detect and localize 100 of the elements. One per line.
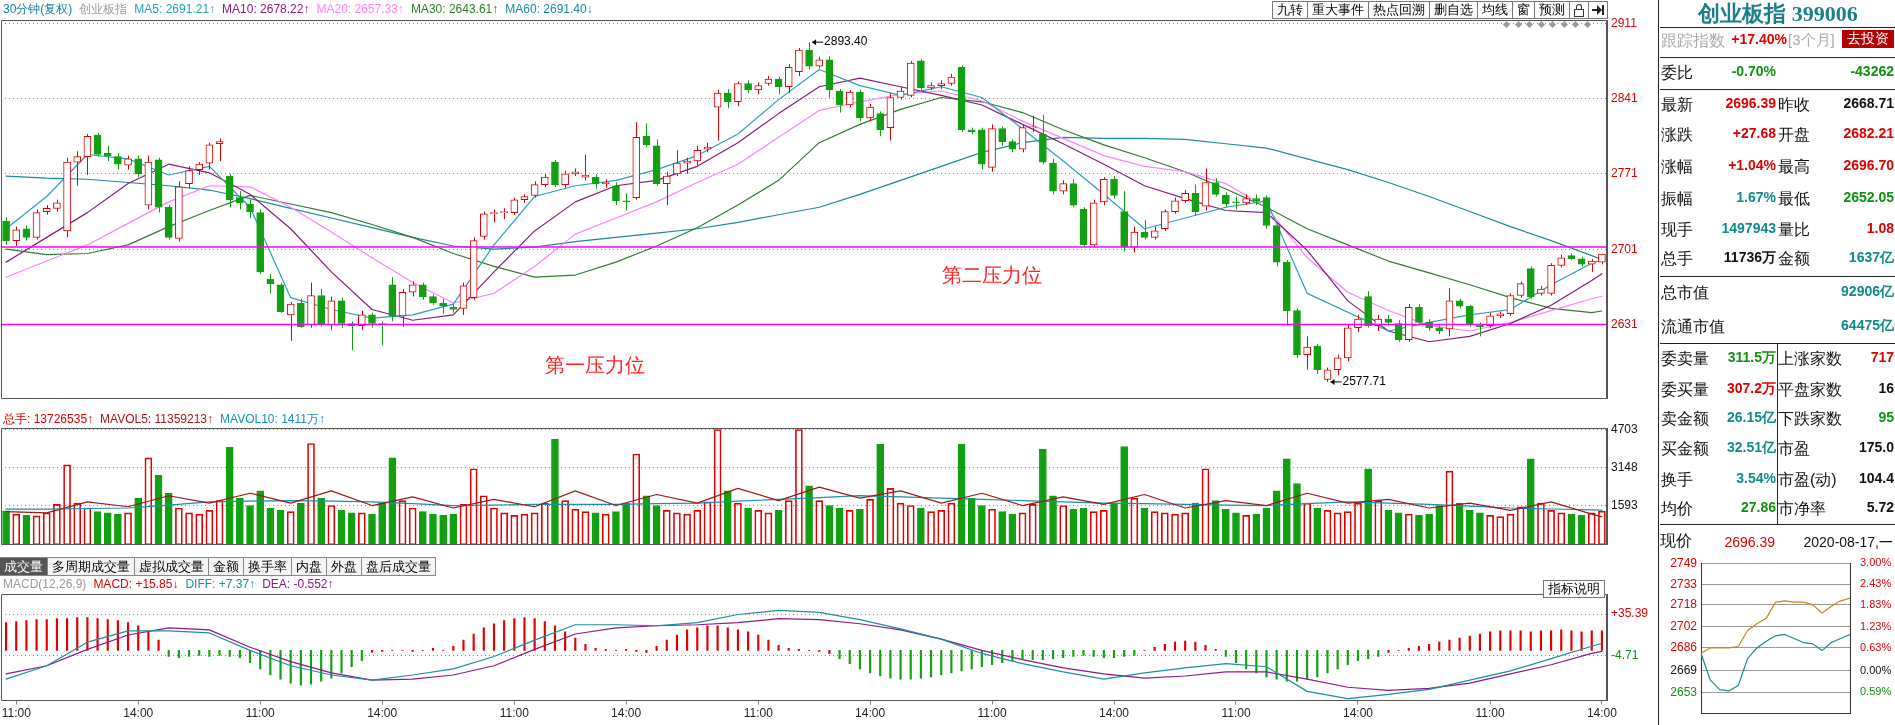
y2-tick-label: 0.63% (1860, 641, 1892, 654)
bar (350, 650, 353, 668)
text: DEA: -0.552↑ (262, 577, 334, 592)
text: +1.04% (1728, 157, 1776, 173)
text: -0.70% (1731, 63, 1776, 79)
text: [3个月] (1788, 31, 1835, 50)
y-tick-label: -4.71 (1611, 647, 1639, 662)
y-tick-label: 2733 (1670, 577, 1698, 592)
candlestick (1313, 343, 1322, 375)
bar (1415, 515, 1423, 545)
x-tick-label: 11:00 (1475, 706, 1505, 721)
candlestick (1110, 175, 1118, 200)
bar (777, 644, 780, 651)
x-tick-label: 11:00 (743, 706, 774, 721)
bar (645, 650, 648, 653)
bar (1041, 650, 1044, 660)
bar (378, 502, 386, 545)
bar (978, 505, 986, 545)
bar (147, 631, 150, 651)
candlestick (876, 110, 885, 137)
candlestick (1465, 304, 1474, 328)
chart-title: 30分钟(复权) (3, 2, 73, 17)
bar (1407, 648, 1410, 651)
bar (1326, 650, 1329, 674)
bar (838, 650, 841, 659)
candlestick (551, 159, 559, 188)
bar (279, 650, 282, 680)
text: 95 (1878, 409, 1894, 425)
text: 委比 (1661, 63, 1693, 83)
bar (622, 502, 630, 545)
text: 16 (1878, 380, 1894, 396)
candlestick (1100, 176, 1108, 206)
text: 717 (1870, 349, 1894, 365)
text: 1.08 (1866, 220, 1894, 236)
bar (1313, 507, 1322, 545)
candlestick (1232, 195, 1240, 210)
bar (716, 625, 719, 651)
bar (726, 627, 729, 651)
bar (370, 650, 374, 653)
candlestick (673, 149, 681, 177)
y2-tick-label: 1.83% (1860, 598, 1892, 611)
bar (876, 443, 885, 545)
bar (1049, 495, 1057, 545)
text: 成交量 (0, 557, 48, 576)
text: MA5: 2691.21↑ (134, 2, 216, 17)
bar (1387, 650, 1390, 653)
bar (1039, 448, 1047, 545)
text: MA10: 2678.22↑ (222, 2, 310, 17)
text: 振幅 (1661, 189, 1693, 209)
y-tick-label: 3148 (1611, 459, 1639, 474)
x-tick-label: 11:00 (977, 706, 1007, 721)
text: 买金额 (1661, 439, 1709, 459)
y-tick-label: 4703 (1611, 421, 1639, 436)
bar (1021, 650, 1024, 659)
text: 创业板指 399006 (1696, 1, 1859, 27)
text: 下跌家数 (1778, 409, 1842, 429)
x-tick-label: 14:00 (367, 706, 398, 721)
text: 均价 (1661, 499, 1693, 519)
bar (889, 650, 892, 679)
bar (157, 639, 160, 651)
bar (1232, 512, 1240, 545)
text: 1637亿 (1848, 249, 1894, 267)
bar (970, 650, 973, 670)
bar (256, 490, 265, 545)
text: -43262 (1850, 63, 1894, 79)
bar (1120, 446, 1129, 545)
bar (696, 627, 699, 651)
bar (899, 650, 902, 680)
bar (723, 490, 732, 545)
bar (805, 485, 813, 545)
bar (1448, 639, 1451, 651)
bar (134, 497, 143, 545)
text: 1.67% (1736, 189, 1776, 205)
text: 最高 (1778, 157, 1810, 177)
text: 2668.71 (1843, 95, 1894, 111)
bar (462, 639, 465, 651)
y2-tick-label: 3.00% (1860, 556, 1892, 569)
text: +27.68 (1732, 125, 1776, 141)
text: 窗 (1512, 1, 1535, 19)
bar (1102, 650, 1105, 658)
bar (114, 513, 122, 545)
candlestick (1415, 303, 1423, 326)
bar (1123, 650, 1126, 657)
text: 2682.21 (1843, 125, 1894, 141)
y2-tick-label: 0.59% (1860, 685, 1892, 698)
bar (246, 505, 254, 545)
bar (492, 623, 496, 651)
y-tick-label: 2911 (1611, 15, 1638, 30)
bar (347, 512, 356, 545)
y-tick-label: 2771 (1611, 166, 1639, 181)
candlestick (1303, 335, 1311, 371)
y2-tick-label: 2.43% (1860, 576, 1892, 589)
y2-tick-label: 1.23% (1860, 619, 1892, 632)
chart-subtitle: 创业板指 (79, 2, 128, 17)
x-tick-label: 14:00 (855, 706, 886, 721)
bar (1560, 629, 1563, 651)
bar (431, 648, 435, 651)
bar (1499, 630, 1502, 651)
text: MA20: 2657.33↑ (316, 2, 404, 17)
bar (76, 617, 79, 651)
